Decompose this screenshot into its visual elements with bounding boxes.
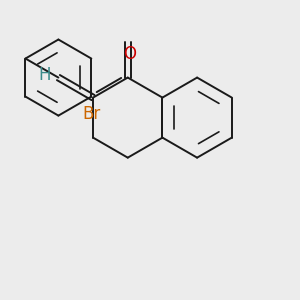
- Text: Br: Br: [82, 105, 100, 123]
- Text: O: O: [123, 45, 136, 63]
- Text: H: H: [39, 66, 51, 84]
